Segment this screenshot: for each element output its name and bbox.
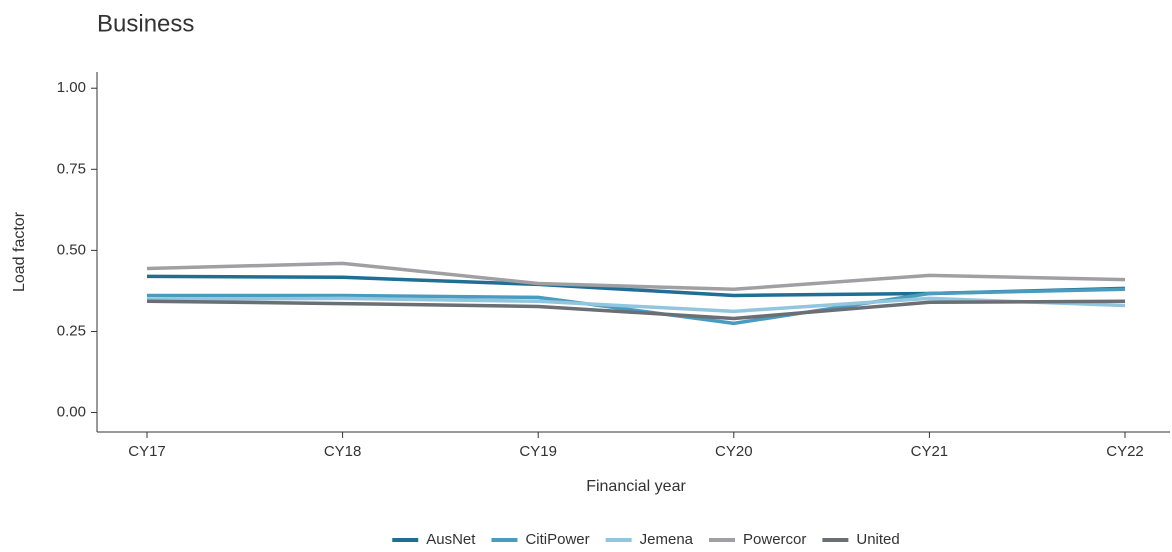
y-tick-label: 0.50 (57, 241, 86, 258)
chart-title: Business (97, 10, 194, 37)
x-axis-label: Financial year (586, 478, 686, 495)
series-line (146, 296, 1126, 314)
legend-label: Powercor (743, 531, 806, 548)
legend-label: AusNet (426, 531, 476, 548)
y-axis-label: Load factor (11, 211, 28, 292)
x-tick-label: CY17 (128, 443, 166, 460)
y-tick-label: 0.75 (57, 160, 86, 177)
series-line (146, 261, 1126, 292)
legend-label: CitiPower (525, 531, 589, 548)
x-tick-label: CY21 (911, 443, 949, 460)
legend-label: United (856, 531, 899, 548)
legend-label: Jemena (640, 531, 694, 548)
series-line (146, 299, 1126, 321)
y-tick-label: 1.00 (57, 79, 86, 96)
x-tick-label: CY20 (715, 443, 753, 460)
x-tick-label: CY18 (324, 443, 362, 460)
x-tick-label: CY22 (1106, 443, 1144, 460)
x-tick-label: CY19 (519, 443, 557, 460)
y-tick-label: 0.25 (57, 322, 86, 339)
series-line (147, 287, 1126, 326)
y-tick-label: 0.00 (57, 404, 86, 421)
